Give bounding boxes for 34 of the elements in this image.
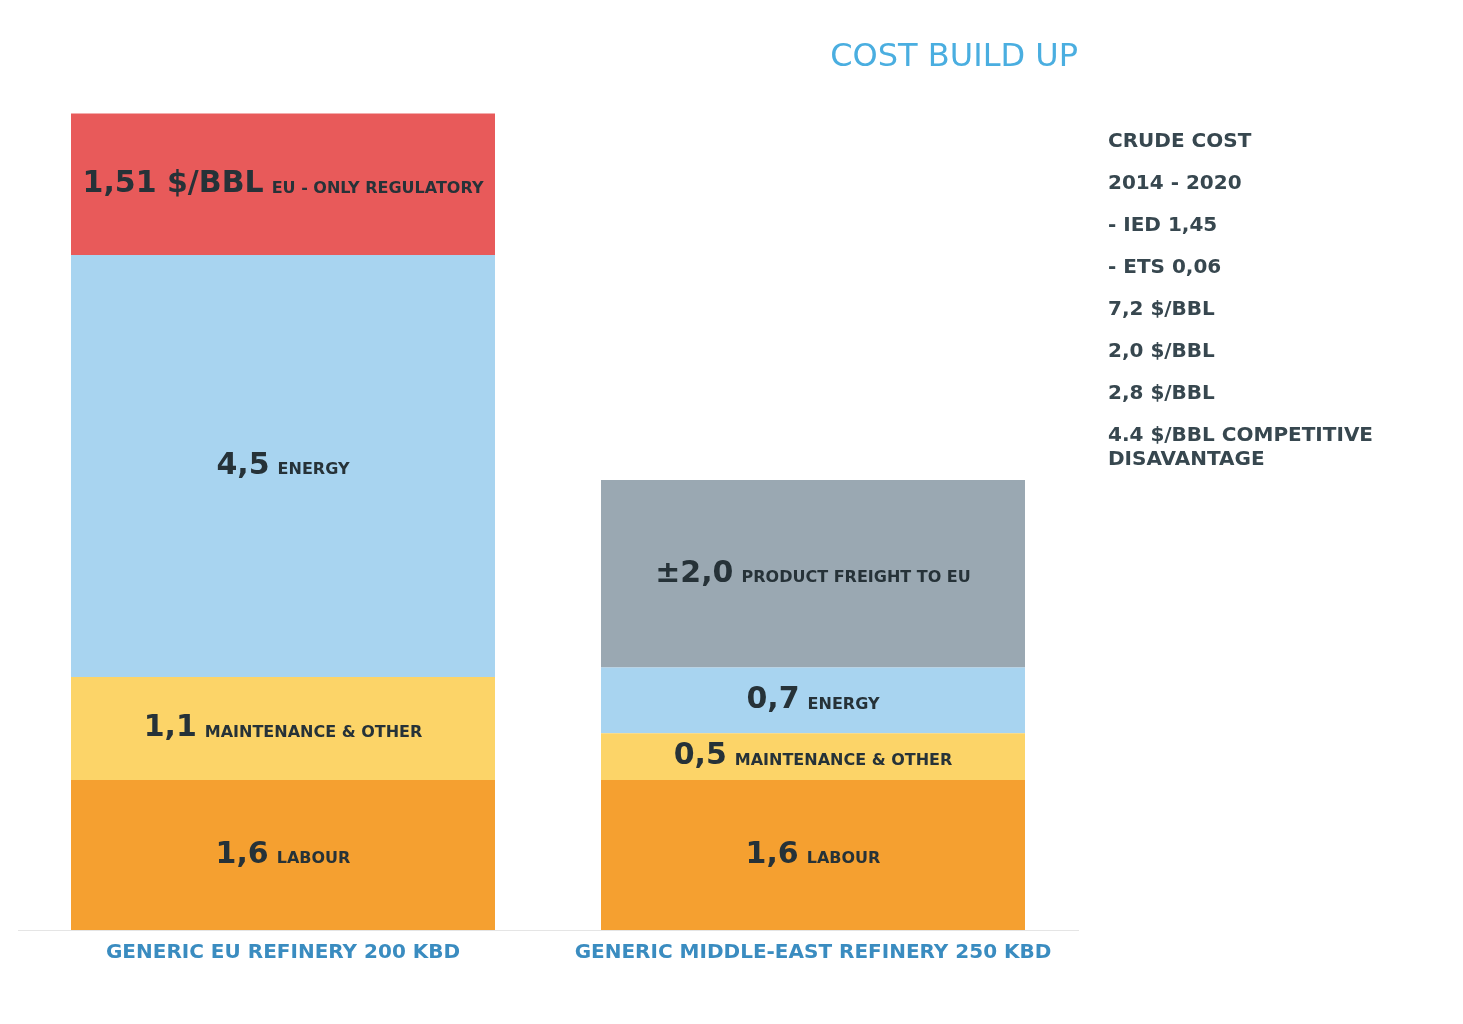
data-label: 0,7 — [746, 680, 800, 716]
data-label: ±2,0 — [655, 553, 734, 589]
text: CRUDE COST — [1108, 128, 1253, 152]
data-label: 1,1 — [143, 708, 197, 744]
chart-title: COST BUILD UP — [830, 35, 1078, 74]
text: 2,8 $/BBL — [1108, 380, 1216, 404]
series-label: LABOUR — [276, 848, 351, 868]
data-label: 1,51 $/BBL — [82, 164, 264, 200]
text: 2,0 $/BBL — [1108, 338, 1216, 362]
bar — [71, 255, 495, 677]
x-tick-label: GENERIC MIDDLE-EAST REFINERY 250 KBD — [574, 939, 1052, 964]
data-label: 1,6 — [745, 834, 799, 870]
bar — [71, 676, 495, 781]
bar — [71, 113, 495, 256]
text: - IED 1,45 — [1108, 212, 1219, 236]
text: LABOUR — [806, 848, 881, 868]
data-label: 0,5 — [673, 736, 727, 772]
x-tick-label: GENERIC EU REFINERY 200 KBD — [105, 939, 461, 964]
text: ENERGY — [277, 459, 350, 479]
series-label: PRODUCT FREIGHT TO EU — [741, 566, 971, 586]
text: 2014 - 2020 — [1108, 170, 1243, 194]
text: 4.4 $/BBL COMPETITIVE DISAVANTAGE — [1108, 422, 1375, 470]
bar — [71, 780, 495, 930]
series-label: MAINTENANCE & OTHER — [734, 749, 953, 769]
text: - ETS 0,06 — [1108, 254, 1223, 278]
bar — [601, 780, 1025, 930]
series-label: EU - ONLY REGULATORY — [271, 177, 484, 197]
text: MAINTENANCE & OTHER — [204, 721, 423, 741]
series-label: ENERGY — [807, 693, 880, 713]
text: 7,2 $/BBL — [1108, 296, 1216, 320]
data-label: 1,6 — [215, 834, 269, 870]
data-label: 4,5 — [216, 445, 270, 481]
bar — [601, 480, 1025, 668]
bar — [601, 667, 1025, 734]
